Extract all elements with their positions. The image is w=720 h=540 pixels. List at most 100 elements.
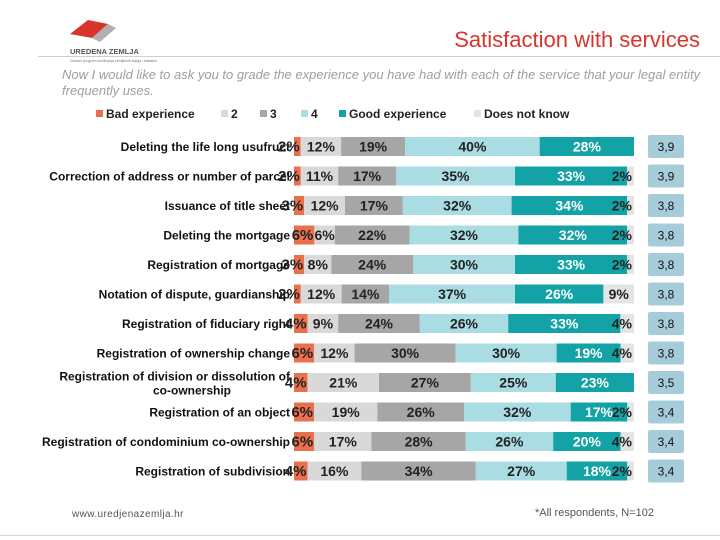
bar-segment <box>300 137 342 156</box>
data-label: 6% <box>292 227 314 244</box>
footer-note: *All respondents, N=102 <box>535 507 654 519</box>
bar-segment <box>475 461 567 481</box>
data-label: 40% <box>458 139 487 155</box>
data-label: 27% <box>411 375 440 391</box>
data-label: 22% <box>358 227 387 243</box>
data-label: 4% <box>285 316 307 333</box>
bottom-divider <box>0 535 720 536</box>
bar-segment <box>294 225 315 245</box>
data-label: 27% <box>507 463 536 479</box>
bar-segment <box>470 373 556 392</box>
bar-segment <box>294 314 308 333</box>
average-box <box>648 194 684 217</box>
category-label: Registration of condominium co-ownership <box>42 435 290 449</box>
bar-segment <box>294 284 301 304</box>
bar-segment <box>402 196 512 215</box>
bar-segment <box>371 432 466 451</box>
data-label: 4% <box>285 375 307 392</box>
legend-swatch <box>221 110 228 117</box>
footer-website: www.uredjenazemlja.hr <box>72 509 184 520</box>
data-label: 2% <box>612 257 633 273</box>
bar-segment <box>307 314 339 333</box>
bar-segment <box>345 196 403 215</box>
category-label: Registration of subdivision <box>135 465 290 479</box>
data-label: 26% <box>450 316 479 332</box>
data-label: 33% <box>550 316 579 332</box>
average-score: 3,8 <box>658 347 675 361</box>
legend-swatch <box>260 110 267 117</box>
bar-segment <box>627 402 634 422</box>
bar-segment <box>603 284 634 304</box>
data-label: 17% <box>329 434 358 450</box>
data-label: 2% <box>278 139 300 156</box>
data-label: 19% <box>332 404 361 420</box>
data-label: 32% <box>503 404 532 420</box>
bar-segment <box>307 461 362 481</box>
category-label: Notation of dispute, guardianship <box>99 288 290 302</box>
data-label: 6% <box>292 345 314 362</box>
data-label: 17% <box>360 198 389 214</box>
category-label: Issuance of title sheet <box>165 199 290 213</box>
chart-legend: Bad experience 2 3 4 Good experience Does not… <box>96 107 570 121</box>
bar-row: Correction of address or number of parce… <box>49 164 684 188</box>
data-label: 28% <box>573 139 602 155</box>
legend-swatch <box>339 110 346 117</box>
average-box <box>648 135 684 158</box>
average-score: 3,8 <box>658 317 675 331</box>
bar-segment <box>294 137 301 156</box>
bar-segment <box>515 166 628 186</box>
data-label: 9% <box>609 286 630 302</box>
data-label: 4% <box>612 316 633 332</box>
bar-segment <box>620 314 634 333</box>
title-divider <box>38 56 720 57</box>
data-label: 12% <box>307 139 336 155</box>
data-label: 6% <box>291 404 313 421</box>
category-label: Deleting the life long usufruct <box>121 140 290 154</box>
bar-segment <box>379 373 471 392</box>
data-label: 28% <box>405 434 434 450</box>
bar-segment <box>566 461 628 481</box>
bar-segment <box>553 432 621 451</box>
bar-segment <box>455 343 557 363</box>
legend-swatch <box>474 110 481 117</box>
bar-segment <box>294 255 305 274</box>
data-label: 3% <box>282 198 304 215</box>
data-label: 9% <box>313 316 334 332</box>
data-label: 2% <box>612 168 633 184</box>
bar-segment <box>627 166 634 186</box>
bar-segment <box>294 343 315 363</box>
data-label: 32% <box>450 227 479 243</box>
bar-segment <box>570 402 628 422</box>
bar-segment <box>304 196 345 215</box>
data-label: 26% <box>407 404 436 420</box>
average-score: 3,4 <box>658 435 675 449</box>
bar-segment <box>518 225 628 245</box>
data-label: 26% <box>495 434 524 450</box>
data-label: 2% <box>612 198 633 214</box>
bar-segment <box>465 432 554 451</box>
average-box <box>648 430 684 453</box>
average-box <box>648 459 684 483</box>
bar-row: Deleting the mortgage 6% 6% 22% 32% 32% 2% 3,8 <box>163 223 684 247</box>
bar-segment <box>338 314 420 333</box>
legend-swatch <box>96 110 103 117</box>
average-score: 3,8 <box>658 258 675 272</box>
bar-segment <box>405 137 540 156</box>
bar-segment <box>627 461 634 481</box>
average-score: 3,8 <box>658 199 675 213</box>
bar-segment <box>627 196 634 215</box>
data-label: 19% <box>359 139 388 155</box>
legend-label: 2 <box>231 107 238 121</box>
data-label: 25% <box>499 375 528 391</box>
data-label: 11% <box>306 168 334 184</box>
average-box <box>648 223 684 247</box>
bar-segment <box>511 196 628 215</box>
data-label: 20% <box>573 434 602 450</box>
logo-text: UREDENA ZEMLJA <box>70 47 139 56</box>
bar-segment <box>294 166 301 186</box>
data-label: 32% <box>443 198 472 214</box>
